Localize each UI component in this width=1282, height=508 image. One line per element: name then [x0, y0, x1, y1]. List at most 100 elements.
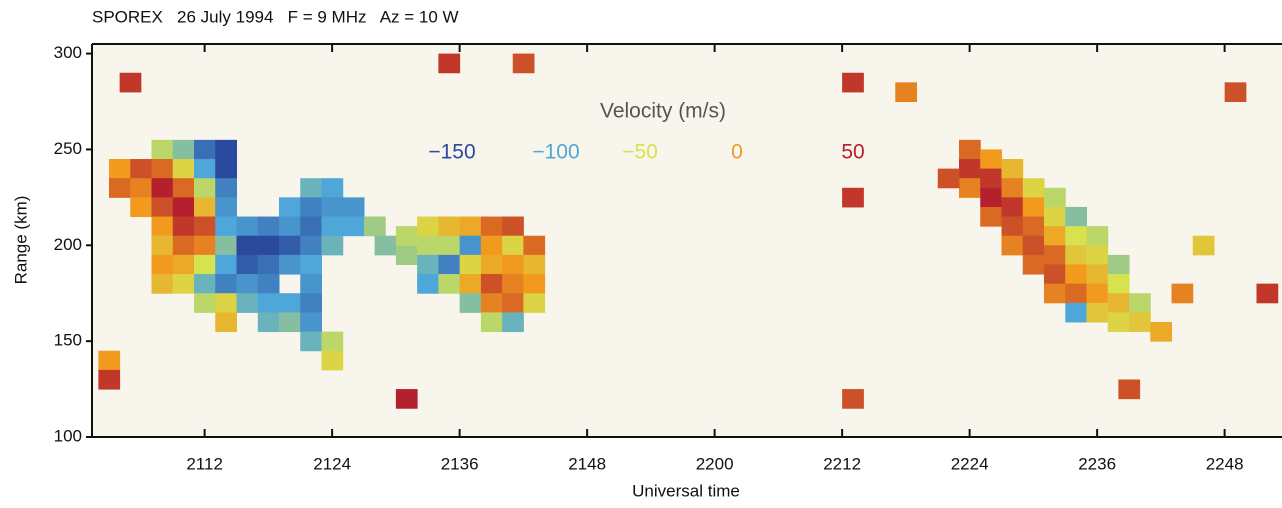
velocity-cell — [215, 254, 237, 275]
y-tick-label: 300 — [54, 43, 82, 62]
velocity-cell — [321, 350, 344, 371]
velocity-cell — [1107, 274, 1130, 294]
velocity-cell — [172, 197, 195, 218]
velocity-cell — [842, 72, 864, 93]
velocity-cell — [1001, 197, 1024, 218]
velocity-cell — [1022, 254, 1045, 275]
velocity-cell — [1256, 283, 1279, 304]
velocity-cell — [1022, 235, 1045, 256]
velocity-cell — [194, 139, 216, 160]
velocity-cell — [279, 235, 301, 256]
velocity-cell — [194, 197, 216, 218]
y-tick-label: 250 — [54, 139, 82, 158]
velocity-cell — [438, 216, 461, 237]
velocity-cell — [257, 216, 280, 237]
velocity-cell — [395, 245, 418, 265]
velocity-cell — [1001, 178, 1024, 198]
x-tick-label: 2124 — [313, 454, 351, 473]
velocity-cell — [194, 159, 216, 179]
velocity-cell — [842, 187, 864, 208]
velocity-cell — [1086, 283, 1109, 304]
velocity-cell — [151, 197, 174, 218]
velocity-cell — [417, 254, 439, 275]
velocity-cell — [1107, 312, 1130, 333]
velocity-cell — [523, 293, 546, 313]
velocity-cell — [523, 235, 546, 256]
velocity-cell — [300, 235, 322, 256]
velocity-cell — [1118, 379, 1141, 400]
velocity-cell — [194, 216, 216, 237]
velocity-cell — [459, 274, 482, 294]
velocity-cell — [364, 216, 386, 237]
velocity-cell — [151, 254, 174, 275]
velocity-cell — [459, 254, 482, 275]
velocity-cell — [279, 216, 301, 237]
velocity-cell — [1001, 235, 1024, 256]
y-tick-label: 100 — [54, 426, 82, 445]
velocity-cell — [172, 178, 195, 198]
velocity-cell — [1107, 254, 1130, 275]
legend-label: 50 — [841, 141, 864, 164]
velocity-cell — [130, 197, 152, 218]
velocity-cell — [1065, 245, 1087, 265]
velocity-cell — [321, 216, 344, 237]
velocity-cell — [194, 274, 216, 294]
velocity-cell — [1192, 235, 1215, 256]
velocity-cell — [1171, 283, 1194, 304]
velocity-cell — [480, 254, 503, 275]
velocity-cell — [279, 197, 301, 218]
velocity-cell — [1224, 82, 1247, 103]
velocity-cell — [257, 274, 280, 294]
chart-title: SPOREX 26 July 1994 F = 9 MHz Az = 10 W — [92, 7, 459, 26]
velocity-cell — [257, 254, 280, 275]
velocity-cell — [480, 235, 503, 256]
velocity-cell — [1001, 159, 1024, 179]
y-tick-label: 200 — [54, 235, 82, 254]
velocity-cell — [257, 312, 280, 333]
velocity-cell — [980, 206, 1002, 227]
velocity-cell — [215, 235, 237, 256]
legend-label: −50 — [622, 141, 658, 164]
velocity-cell — [342, 197, 365, 218]
velocity-cell — [502, 274, 524, 294]
velocity-cell — [512, 53, 535, 74]
legend-title: Velocity (m/s) — [600, 100, 726, 123]
velocity-cell — [980, 187, 1002, 208]
velocity-cell — [1065, 226, 1087, 246]
velocity-cell — [1086, 226, 1109, 246]
velocity-cell — [395, 389, 418, 409]
velocity-cell — [523, 254, 546, 275]
velocity-cell — [1044, 187, 1066, 208]
velocity-cell — [257, 293, 280, 313]
velocity-cell — [300, 197, 322, 218]
velocity-cell — [342, 216, 365, 237]
velocity-cell — [151, 274, 174, 294]
velocity-cell — [215, 178, 237, 198]
velocity-cell — [1001, 216, 1024, 237]
velocity-cell — [300, 312, 322, 333]
velocity-cell — [1044, 226, 1066, 246]
velocity-cell — [438, 254, 461, 275]
velocity-cell — [151, 216, 174, 237]
velocity-cell — [130, 159, 152, 179]
velocity-cell — [172, 159, 195, 179]
velocity-cell — [236, 235, 259, 256]
velocity-cell — [417, 235, 439, 256]
velocity-cell — [480, 216, 503, 237]
velocity-cell — [502, 254, 524, 275]
velocity-cell — [459, 235, 482, 256]
velocity-cell — [194, 178, 216, 198]
velocity-cell — [215, 216, 237, 237]
velocity-cell — [1022, 216, 1045, 237]
velocity-cell — [1044, 206, 1066, 227]
x-tick-label: 2148 — [568, 454, 606, 473]
velocity-cell — [236, 216, 259, 237]
velocity-cell — [151, 235, 174, 256]
velocity-cell — [959, 139, 981, 160]
velocity-cell — [300, 331, 322, 352]
velocity-cell — [236, 254, 259, 275]
velocity-cell — [194, 254, 216, 275]
velocity-cell — [279, 312, 301, 333]
velocity-cell — [321, 197, 344, 218]
